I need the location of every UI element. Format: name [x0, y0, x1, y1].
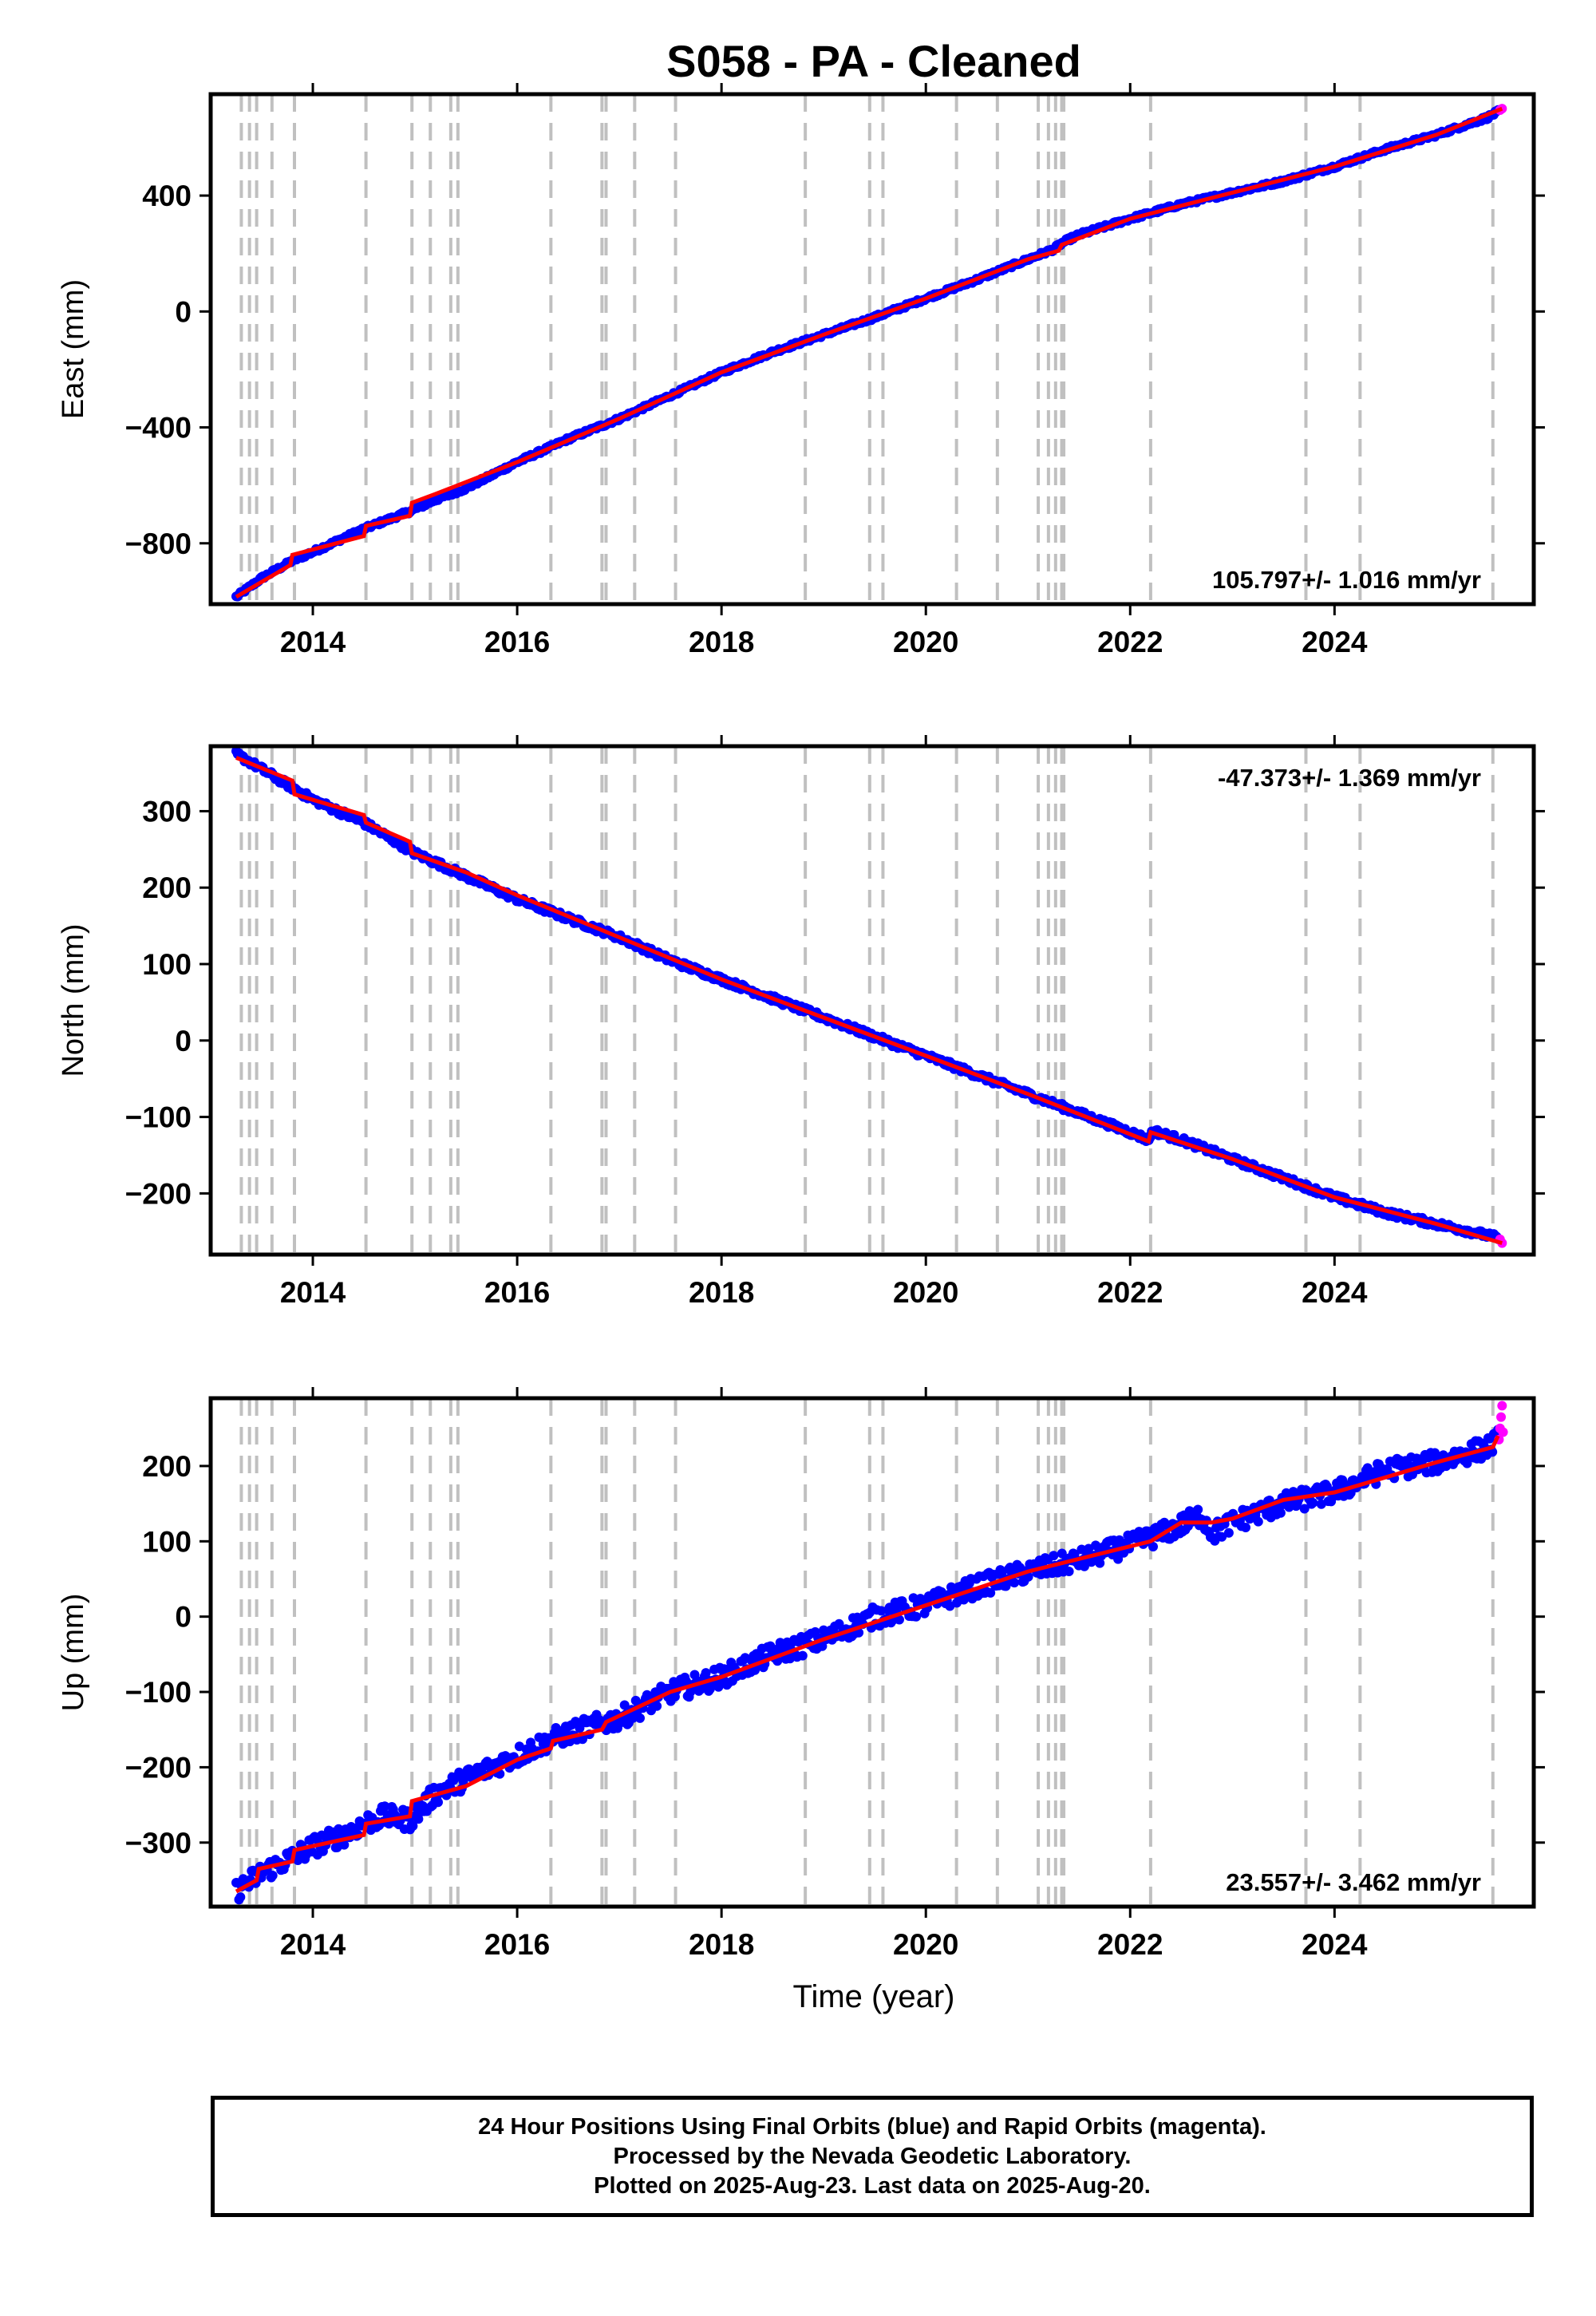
x-tick-label: 2024	[1302, 1276, 1368, 1309]
y-axis-label: Up (mm)	[57, 1594, 90, 1712]
up-panel: 2014 2016 2018 2020 2022 2024 −300 −200 −100 0 100…	[57, 1387, 1545, 1961]
footer-line-1: 24 Hour Positions Using Final Orbits (bl…	[478, 2113, 1266, 2140]
plot-area	[231, 746, 1507, 1255]
model-line	[235, 756, 1503, 1245]
y-tick-label: 300	[142, 795, 192, 828]
chart-title: S058 - PA - Cleaned	[666, 36, 1081, 86]
final-orbit-point	[1241, 1523, 1250, 1532]
final-orbit-point	[578, 1734, 587, 1745]
y-tick-label: 0	[175, 1025, 192, 1057]
final-orbit-point	[1079, 1561, 1089, 1571]
y-tick-label: 400	[142, 180, 192, 212]
x-tick-label: 2022	[1097, 626, 1163, 658]
x-tick-label: 2014	[280, 1276, 346, 1309]
final-orbit-point	[1064, 1567, 1074, 1576]
plot-area	[231, 1398, 1508, 1907]
final-orbit-point	[1023, 1571, 1033, 1582]
final-orbit-point	[797, 1650, 808, 1661]
rate-label: 23.557+/- 3.462 mm/yr	[1226, 1868, 1481, 1896]
y-axis-label: East (mm)	[57, 279, 90, 419]
y-tick-label: 0	[175, 295, 192, 328]
x-tick-label: 2016	[484, 626, 550, 658]
final-orbit-point	[1148, 1542, 1158, 1551]
x-axis-label: Time (year)	[793, 1979, 955, 2014]
model-line	[235, 106, 1503, 599]
plot-frame	[208, 744, 1536, 1257]
x-tick-label: 2020	[893, 1928, 958, 1961]
final-orbit-point	[635, 1713, 645, 1723]
final-orbit-point	[1049, 1551, 1059, 1561]
final-orbit-point	[619, 1700, 630, 1710]
y-tick-label: −300	[125, 1827, 192, 1860]
y-tick-label: 0	[175, 1601, 192, 1634]
rate-label: 105.797+/- 1.016 mm/yr	[1212, 566, 1481, 594]
final-orbit-point	[267, 1871, 278, 1880]
final-orbit-point	[413, 1814, 424, 1824]
x-tick-label: 2016	[484, 1928, 550, 1961]
y-tick-label: 200	[142, 871, 192, 904]
plot-frame	[208, 92, 1536, 607]
final-orbit-point	[750, 1665, 760, 1675]
y-tick-label: 200	[142, 1450, 192, 1483]
final-orbit-point	[1001, 1581, 1011, 1591]
final-orbit-point	[986, 1587, 996, 1598]
y-tick-label: 100	[142, 948, 192, 981]
final-orbit-point	[1223, 1528, 1234, 1538]
x-tick-label: 2022	[1097, 1928, 1163, 1961]
y-axis-label: North (mm)	[57, 923, 90, 1077]
x-tick-label: 2020	[893, 1276, 958, 1309]
x-tick-label: 2018	[689, 626, 754, 658]
x-tick-label: 2022	[1097, 1276, 1163, 1309]
final-orbit-point	[1253, 1516, 1263, 1527]
footer-line-3: Plotted on 2025-Aug-23. Last data on 202…	[594, 2172, 1151, 2199]
north-panel: 2014 2016 2018 2020 2022 2024 −200 −100 0 100 200 3…	[57, 735, 1545, 1309]
x-tick-label: 2018	[689, 1928, 754, 1961]
final-orbit-point	[1217, 1531, 1227, 1542]
x-tick-label: 2016	[484, 1276, 550, 1309]
rapid-orbit-point	[1498, 1427, 1508, 1437]
x-tick-label: 2018	[689, 1276, 754, 1309]
y-tick-label: −200	[125, 1177, 192, 1210]
y-tick-label: −400	[125, 412, 192, 445]
x-tick-label: 2024	[1302, 626, 1368, 658]
rate-label: -47.373+/- 1.369 mm/yr	[1218, 764, 1481, 792]
y-tick-label: −100	[125, 1101, 192, 1134]
final-orbit-point	[876, 1606, 887, 1616]
x-tick-label: 2014	[280, 1928, 346, 1961]
final-orbit-point	[1009, 1578, 1020, 1588]
final-orbit-point	[911, 1611, 922, 1622]
y-tick-label: −800	[125, 528, 192, 560]
final-orbit-point	[433, 1797, 443, 1808]
east-panel: 2014 2016 2018 2020 2022 2024 −800 −400 0 400 East…	[57, 83, 1545, 658]
x-tick-label: 2020	[893, 626, 958, 658]
final-orbit-point	[652, 1701, 662, 1711]
plot-area	[231, 94, 1507, 604]
rapid-orbit-point	[1497, 1401, 1507, 1411]
final-orbit-point	[895, 1614, 904, 1625]
final-orbit-point	[1095, 1558, 1105, 1568]
final-orbit-point	[817, 1641, 828, 1651]
plot-frame	[208, 1396, 1536, 1909]
final-orbit-point	[1299, 1504, 1310, 1514]
final-orbit-point	[408, 1821, 418, 1831]
x-tick-label: 2024	[1302, 1928, 1368, 1961]
footer-line-2: Processed by the Nevada Geodetic Laborat…	[613, 2143, 1132, 2169]
final-orbit-point	[380, 1801, 390, 1812]
footer-box: 24 Hour Positions Using Final Orbits (bl…	[211, 2096, 1534, 2217]
final-orbit-point	[1308, 1498, 1318, 1508]
rapid-orbit-point	[1496, 1412, 1507, 1422]
model-line	[235, 1435, 1500, 1894]
y-tick-label: −100	[125, 1676, 192, 1709]
final-orbit-point	[235, 1892, 246, 1903]
y-tick-label: 100	[142, 1525, 192, 1558]
final-orbit-point	[1275, 1508, 1286, 1518]
final-orbit-point	[713, 1682, 724, 1692]
x-tick-label: 2014	[280, 626, 346, 658]
final-orbit-point	[1193, 1504, 1203, 1515]
final-orbit-point	[339, 1840, 350, 1850]
final-orbit-point	[958, 1595, 969, 1605]
y-tick-label: −200	[125, 1751, 192, 1784]
